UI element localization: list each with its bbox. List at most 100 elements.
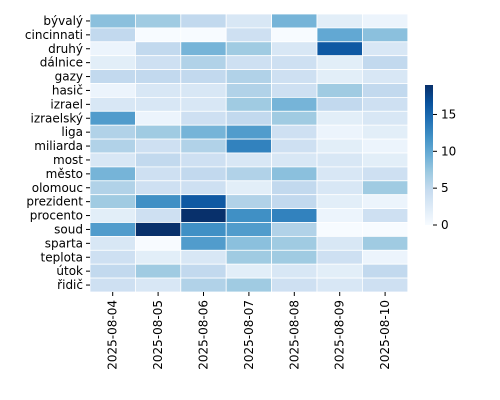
row-label: procento [30,209,83,223]
heatmap-cell-9-1 [134,138,182,154]
heatmap-cell-12-3 [225,180,272,196]
heatmap-cell-3-2 [180,55,227,71]
row-label: řidič [57,278,83,292]
heatmap-cell-2-1 [134,41,182,57]
row-label: cincinnati [25,28,83,42]
heatmap-cell-16-1 [134,235,182,251]
heatmap-cell-13-2 [180,194,227,209]
row-label: hasič [52,83,83,97]
heatmap-cell-9-5 [316,138,363,154]
heatmap-cell-19-6 [361,277,409,293]
heatmap-cell-4-0 [89,69,136,84]
heatmap-cell-3-3 [225,55,272,71]
heatmap-cell-1-0 [89,27,136,43]
row-labels: bývalýcincinnatidruhýdálnicegazyhasičizr… [25,14,90,292]
heatmap-cell-6-5 [316,97,363,112]
row-label: útok [56,264,83,278]
heatmap-cell-0-5 [316,13,363,29]
heatmap-cell-6-3 [225,97,272,112]
heatmap-cell-0-6 [361,13,409,29]
heatmap-cell-18-5 [316,263,363,279]
column-label: 2025-08-04 [106,300,120,370]
heatmap-cell-5-0 [89,83,136,98]
colorbar-tick-label: 10 [441,144,456,158]
heatmap-cell-17-0 [89,249,136,265]
heatmap-cell-8-5 [316,124,363,140]
heatmap-cell-18-3 [225,263,272,279]
heatmap-cell-7-2 [180,110,227,126]
heatmap-cell-11-4 [271,166,318,182]
heatmap-cell-6-6 [361,97,409,112]
heatmap-cell-16-5 [316,235,363,251]
heatmap-cell-15-1 [134,222,182,237]
heatmap-cell-17-5 [316,249,363,265]
heatmap-cell-8-3 [225,124,272,140]
heatmap-cell-14-4 [271,208,318,223]
heatmap-cell-12-2 [180,180,227,196]
heatmap-cell-7-5 [316,110,363,126]
heatmap-cell-12-4 [271,180,318,196]
heatmap-cell-8-1 [134,124,182,140]
heatmap-cell-5-4 [271,83,318,98]
heatmap-cell-15-4 [271,222,318,237]
heatmap-cell-12-1 [134,180,182,196]
heatmap-cell-11-1 [134,166,182,182]
heatmap-cell-12-6 [361,180,409,196]
heatmap-cell-17-2 [180,249,227,265]
heatmap-cell-2-3 [225,41,272,57]
heatmap-cell-9-4 [271,138,318,154]
heatmap-cell-5-3 [225,83,272,98]
heatmap-cell-16-4 [271,235,318,251]
heatmap-cell-1-3 [225,27,272,43]
heatmap-cell-8-4 [271,124,318,140]
heatmap-cell-3-5 [316,55,363,71]
heatmap-cell-1-6 [361,27,409,43]
heatmap-cell-8-0 [89,124,136,140]
column-label: 2025-08-09 [333,300,347,370]
colorbar-tick-label: 15 [441,107,456,121]
column-label: 2025-08-08 [287,300,301,370]
heatmap-cell-2-0 [89,41,136,57]
heatmap-cell-14-6 [361,208,409,223]
heatmap-cell-17-4 [271,249,318,265]
heatmap-cell-9-3 [225,138,272,154]
heatmap-cell-7-3 [225,110,272,126]
column-labels: 2025-08-04 2025-08-05 2025-08-06 2025-08-07… [106,292,392,370]
heatmap-cell-7-4 [271,110,318,126]
heatmap-cell-14-5 [316,208,363,223]
heatmap-cell-9-0 [89,138,136,154]
heatmap-cell-12-0 [89,180,136,196]
heatmap-cell-0-3 [225,13,272,29]
heatmap-cell-12-5 [316,180,363,196]
heatmap-cell-6-0 [89,97,136,112]
heatmap-cell-10-2 [180,152,227,168]
row-label: město [46,167,83,181]
row-label: teplota [41,250,83,264]
heatmap-cell-1-1 [134,27,182,43]
heatmap-cell-18-4 [271,263,318,279]
heatmap-cell-13-1 [134,194,182,209]
heatmap-cell-13-3 [225,194,272,209]
heatmap-cell-6-2 [180,97,227,112]
heatmap-cell-10-0 [89,152,136,168]
heatmap-cell-11-2 [180,166,227,182]
heatmap-cell-14-2 [180,208,227,223]
heatmap-cell-14-1 [134,208,182,223]
row-label: izrael [50,97,83,111]
heatmap-cell-5-1 [134,83,182,98]
heatmap-cell-17-1 [134,249,182,265]
heatmap-cell-15-6 [361,222,409,237]
heatmap-cell-3-1 [134,55,182,71]
heatmap-cell-7-6 [361,110,409,126]
heatmap-cell-15-0 [89,222,136,237]
row-label: gazy [55,70,83,84]
heatmap-cell-5-2 [180,83,227,98]
heatmap-cell-13-0 [89,194,136,209]
heatmap-cell-11-3 [225,166,272,182]
heatmap-cell-3-0 [89,55,136,71]
heatmap-cell-1-2 [180,27,227,43]
heatmap-cell-0-4 [271,13,318,29]
heatmap-cell-11-5 [316,166,363,182]
heatmap-cell-3-4 [271,55,318,71]
